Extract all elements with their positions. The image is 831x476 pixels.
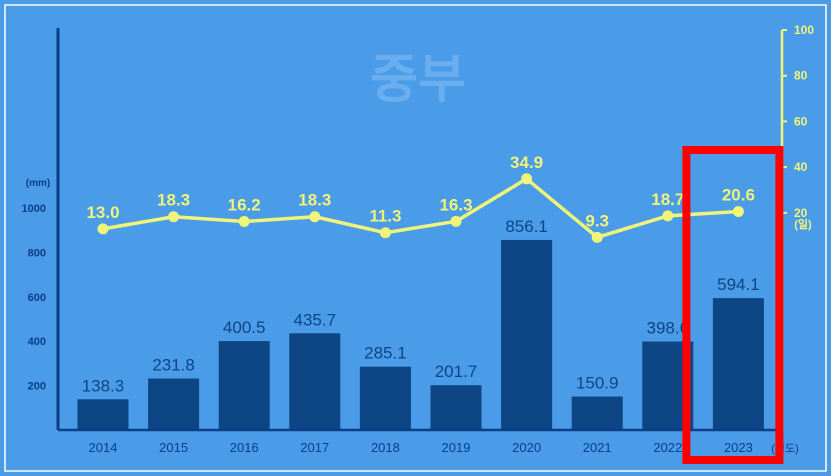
x-tick-2023: 2023: [724, 440, 753, 455]
bar-2021: [571, 396, 623, 430]
line-label-2017: 18.3: [298, 191, 331, 210]
line-label-2020: 34.9: [510, 153, 543, 172]
right-tick-20: 20: [794, 206, 808, 220]
right-tick-100: 100: [794, 23, 814, 37]
bar-2016: [218, 341, 270, 430]
left-tick-400: 400: [28, 336, 46, 348]
line-point-2014: [97, 223, 109, 235]
chart-title: 중부: [370, 50, 466, 110]
x-tick-2020: 2020: [512, 440, 541, 455]
line-point-2020: [521, 173, 533, 185]
left-tick-600: 600: [28, 292, 46, 304]
bar-label-2022: 398.6: [647, 319, 690, 338]
x-axis-unit: (년도): [771, 442, 799, 455]
bar-label-2023: 594.1: [717, 275, 760, 294]
bar-2014: [77, 399, 129, 430]
line-label-2016: 16.2: [228, 196, 261, 215]
bar-label-2019: 201.7: [435, 362, 478, 381]
bar-2018: [359, 366, 411, 430]
line-point-2016: [238, 216, 250, 228]
bar-label-2016: 400.5: [223, 318, 266, 337]
line-label-2021: 9.3: [585, 211, 609, 230]
right-tick-60: 60: [794, 114, 808, 128]
chart-frame: [4, 4, 827, 472]
bar-2019: [430, 385, 482, 430]
line-path: [102, 177, 739, 240]
bar-label-2020: 856.1: [505, 217, 548, 236]
bar-label-2017: 435.7: [294, 310, 337, 329]
left-tick-800: 800: [28, 247, 46, 259]
bar-label-2014: 138.3: [82, 376, 125, 395]
bar-2020: [501, 239, 553, 430]
line-point-2017: [309, 211, 321, 223]
x-tick-2015: 2015: [159, 440, 188, 455]
highlight-box-2023: [682, 146, 784, 464]
right-tick-80: 80: [794, 69, 808, 83]
line-label-2019: 16.3: [439, 195, 472, 214]
line-label-2023: 20.6: [722, 185, 755, 204]
line-point-2015: [168, 211, 180, 223]
bar-2017: [289, 333, 341, 430]
line-point-2018: [379, 227, 391, 239]
line-point-2019: [450, 215, 462, 227]
x-tick-2016: 2016: [230, 440, 259, 455]
bar-2023: [712, 298, 764, 430]
right-axis-unit: (일): [794, 217, 812, 231]
line-label-2015: 18.3: [157, 191, 190, 210]
line-label-2014: 13.0: [86, 203, 119, 222]
right-tick-40: 40: [794, 160, 808, 174]
x-tick-2021: 2021: [583, 440, 612, 455]
line-point-2021: [591, 231, 603, 243]
line-label-2022: 18.7: [651, 190, 684, 209]
x-tick-2017: 2017: [300, 440, 329, 455]
bar-label-2015: 231.8: [152, 356, 195, 375]
left-axis-unit: (mm): [26, 178, 50, 189]
x-tick-2022: 2022: [653, 440, 682, 455]
x-tick-2019: 2019: [442, 440, 471, 455]
bar-label-2018: 285.1: [364, 344, 407, 363]
bar-value-labels: 138.3 231.8 400.5 435.7 285.1 201.7 856.1 150.9…: [82, 217, 760, 395]
x-tick-2018: 2018: [371, 440, 400, 455]
x-tick-2014: 2014: [89, 440, 118, 455]
line-point-2023: [732, 205, 744, 217]
line-series: [97, 173, 744, 243]
bar-label-2021: 150.9: [576, 374, 619, 393]
line-point-2022: [662, 210, 674, 222]
left-tick-1000: 1000: [22, 203, 46, 215]
line-value-labels: 13.0 18.3 16.2 18.3 11.3 16.3 34.9 9.3 18.7 20.6: [86, 153, 754, 231]
left-tick-200: 200: [28, 381, 46, 393]
line-label-2018: 11.3: [369, 207, 401, 226]
left-y-axis: 200 400 600 800 1000 (mm): [22, 28, 60, 430]
bar-2015: [148, 378, 200, 430]
